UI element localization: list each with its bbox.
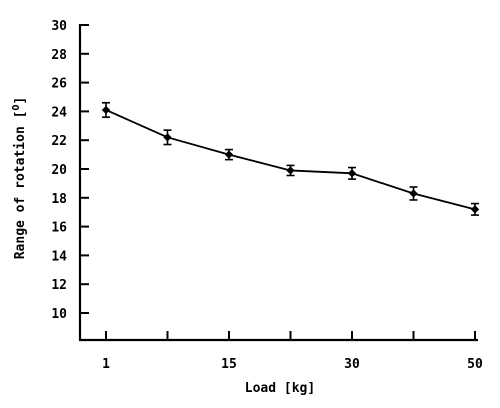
data-point (224, 150, 234, 159)
axes (78, 24, 478, 342)
data-point (347, 169, 357, 178)
y-axis-ticks: 10 12 14 16 18 20 22 24 26 28 30 (51, 19, 89, 322)
data-point (101, 105, 111, 115)
data-series (101, 101, 480, 216)
x-axis-ticks: 1 15 30 50 (102, 331, 483, 372)
y-tick-label: 22 (51, 134, 67, 149)
y-tick-label: 30 (51, 19, 67, 34)
y-axis-title: Range of rotation [O] (11, 97, 28, 260)
y-tick-label: 26 (51, 77, 67, 92)
y-tick-label: 14 (51, 249, 67, 264)
y-tick-label: 16 (51, 221, 67, 236)
y-tick-label: 28 (51, 48, 67, 63)
x-axis-title: Load [kg] (245, 381, 315, 396)
y-tick-label: 24 (51, 105, 67, 120)
x-tick-label: 15 (221, 357, 237, 372)
x-tick-label: 30 (344, 357, 360, 372)
series-line (105, 109, 476, 211)
y-tick-label: 20 (51, 163, 67, 178)
data-point (409, 189, 418, 198)
x-tick-label: 1 (102, 357, 110, 372)
data-point (286, 166, 295, 175)
data-point (470, 205, 480, 214)
y-axis-title-close: ] (13, 97, 28, 105)
y-tick-label: 10 (51, 307, 67, 322)
data-point (163, 133, 172, 142)
y-axis-title-superscript: O (11, 105, 22, 111)
y-tick-label: 12 (51, 278, 67, 293)
y-axis-title-main: Range of rotation [ (13, 111, 28, 260)
y-tick-label: 18 (51, 192, 67, 207)
x-tick-label: 50 (467, 357, 483, 372)
